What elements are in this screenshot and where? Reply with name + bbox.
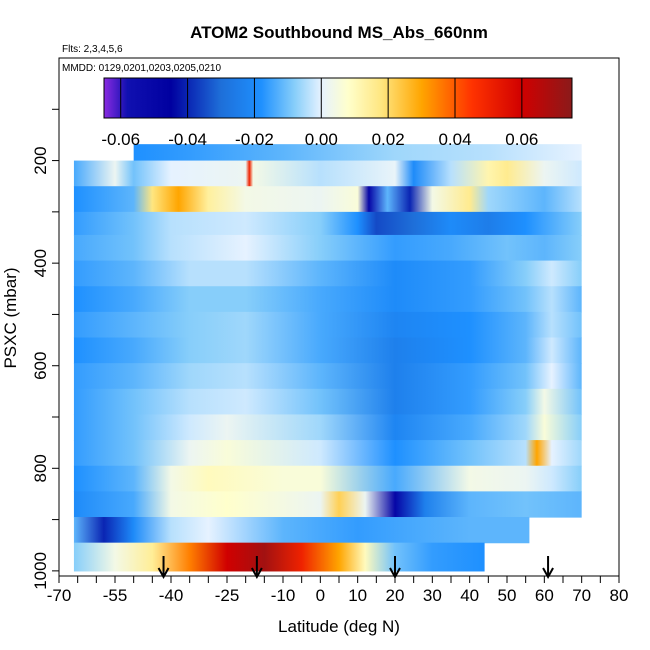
dates-label: MMDD: 0129,0201,0203,0205,0210 xyxy=(62,63,221,74)
x-tick-label: 70 xyxy=(572,586,591,605)
colorbar-tick-label: 0.00 xyxy=(305,130,338,149)
x-tick-label: -10 xyxy=(271,586,296,605)
heatmap-row xyxy=(73,491,582,518)
heatmap-row xyxy=(73,517,530,544)
heatmap-row xyxy=(73,234,582,262)
heatmap-row xyxy=(73,363,582,390)
flight-marker-arrow xyxy=(542,556,554,580)
heatmap-row xyxy=(73,388,582,416)
x-tick-label: -40 xyxy=(159,586,184,605)
y-axis: 200 400 600 800 1000 xyxy=(31,108,59,590)
x-tick-label: 0 xyxy=(316,586,325,605)
flight-markers xyxy=(157,556,554,580)
x-tick-label: 30 xyxy=(423,586,442,605)
x-tick-label: 20 xyxy=(386,586,405,605)
heatmap-row xyxy=(73,440,582,467)
x-tick-label: -55 xyxy=(103,586,128,605)
y-tick-label: 1000 xyxy=(31,552,50,590)
y-axis-label: PSXC (mbar) xyxy=(1,267,20,368)
heatmap-row xyxy=(73,465,582,492)
heatmap-row xyxy=(73,337,582,364)
heatmap-row xyxy=(73,286,582,313)
colorbar-tick-label: 0.02 xyxy=(372,130,405,149)
heatmap-row xyxy=(73,186,582,213)
colorbar-tick-label: 0.04 xyxy=(438,130,471,149)
colorbar-tick-label: -0.06 xyxy=(101,130,140,149)
x-axis-label: Latitude (deg N) xyxy=(278,617,400,636)
heatmap-row xyxy=(73,542,485,572)
flights-label: Flts: 2,3,4,5,6 xyxy=(62,44,123,55)
y-tick-label: 800 xyxy=(31,454,50,482)
y-tick-label: 200 xyxy=(31,146,50,174)
chart-title: ATOM2 Southbound MS_Abs_660nm xyxy=(190,23,488,42)
x-axis: -70 -55 -40 -25 -10 0 10 20 30 40 50 60 70 80 xyxy=(47,576,629,605)
x-tick-label: -70 xyxy=(47,586,72,605)
heatmap-cells xyxy=(73,144,582,572)
heatmap-row xyxy=(133,144,582,162)
heatmap-row xyxy=(73,160,582,187)
heatmap-row xyxy=(73,311,582,339)
x-tick-label: -25 xyxy=(215,586,240,605)
flight-marker-arrow xyxy=(157,556,170,580)
x-tick-label: 10 xyxy=(348,586,367,605)
heatmap-row xyxy=(73,414,582,441)
heatmap-row xyxy=(73,211,582,236)
colorbar-tick-label: 0.06 xyxy=(505,130,538,149)
colorbar-gradient xyxy=(103,77,573,119)
colorbar-tick-label: -0.02 xyxy=(235,130,274,149)
heatmap-row xyxy=(73,260,582,287)
y-tick-label: 400 xyxy=(31,249,50,277)
colorbar: -0.06 -0.04 -0.02 0.00 0.02 0.04 0.06 xyxy=(101,77,573,149)
flight-marker-arrow xyxy=(250,556,263,580)
colorbar-tick-label: -0.04 xyxy=(168,130,207,149)
x-tick-label: 40 xyxy=(460,586,479,605)
x-tick-label: 80 xyxy=(610,586,629,605)
x-tick-label: 50 xyxy=(498,586,517,605)
y-tick-label: 600 xyxy=(31,352,50,380)
x-tick-label: 60 xyxy=(535,586,554,605)
